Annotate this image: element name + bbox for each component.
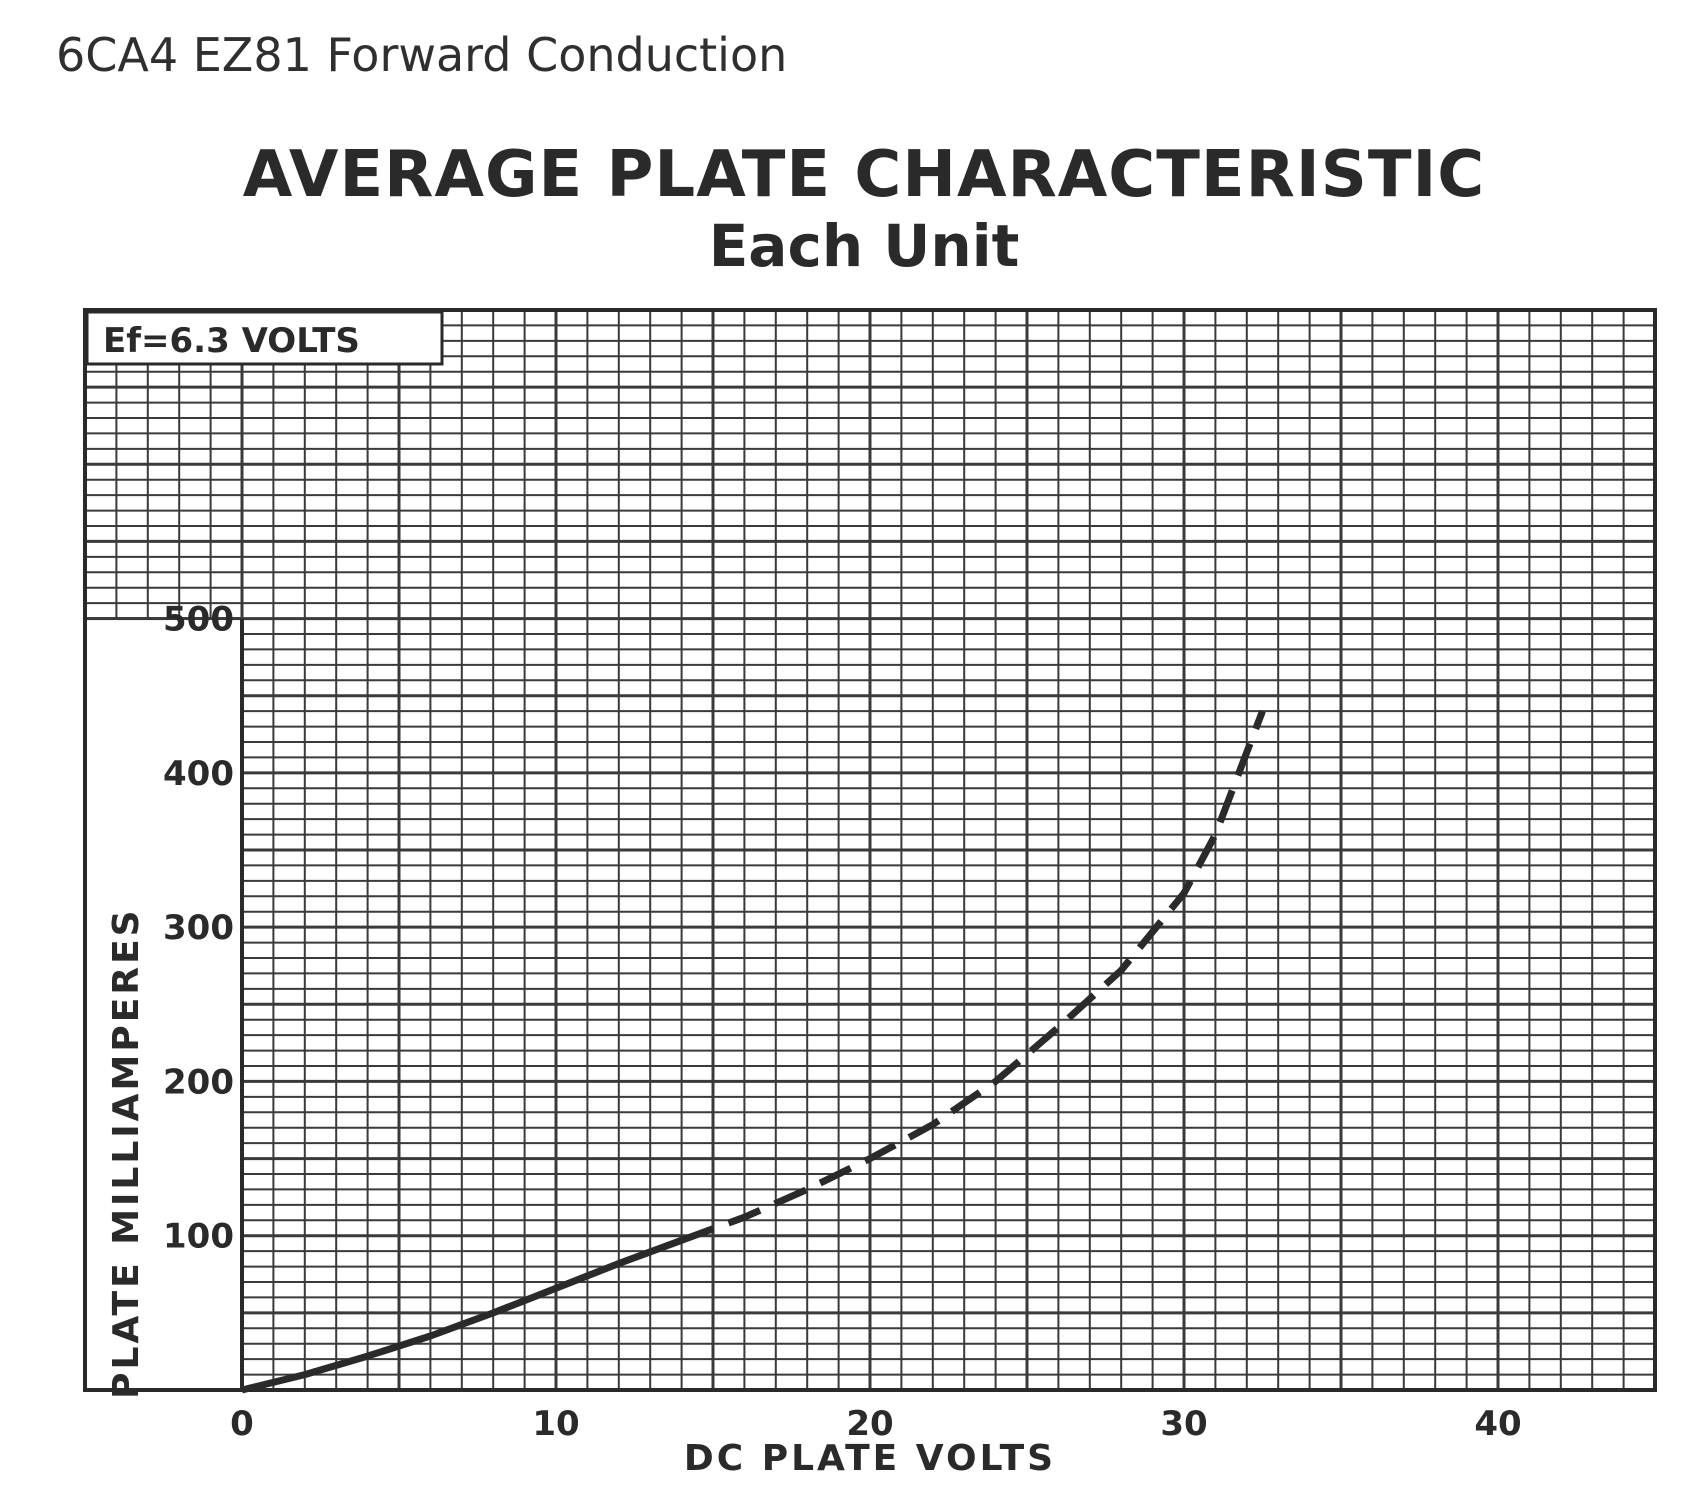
condition-label-background xyxy=(85,310,444,366)
chart-grid xyxy=(83,308,1657,1392)
condition-label: Ef=6.3 VOLTS xyxy=(103,321,360,361)
series-line-dashed xyxy=(680,709,1266,1244)
chart-title: AVERAGE PLATE CHARACTERISTIC xyxy=(242,138,1486,212)
tick-labels: 100 200 300 400 500 0 10 20 30 40 xyxy=(163,600,1522,1444)
axis-labels: PLATE MILLIAMPERES DC PLATE VOLTS xyxy=(106,907,1056,1479)
condition-label-box: Ef=6.3 VOLTS xyxy=(85,310,444,366)
y-tick-label: 400 xyxy=(163,754,234,794)
series-line-solid xyxy=(241,1237,683,1394)
chart-subtitle: Each Unit xyxy=(708,212,1020,280)
y-tick-label: 100 xyxy=(163,1217,234,1257)
x-tick-label: 20 xyxy=(846,1404,893,1444)
y-tick-label: 200 xyxy=(163,1062,234,1102)
plot-border xyxy=(83,308,1657,1392)
x-tick-label: 40 xyxy=(1474,1404,1521,1444)
y-tick-label: 300 xyxy=(163,908,234,948)
x-tick-label: 0 xyxy=(230,1404,254,1444)
chart-frame xyxy=(83,308,1657,1392)
document-caption: 6CA4 EZ81 Forward Conduction xyxy=(56,28,788,82)
series-lines xyxy=(241,709,1266,1394)
y-tick-label: 500 xyxy=(163,600,234,640)
y-axis-panel xyxy=(83,617,244,1392)
x-tick-label: 10 xyxy=(532,1404,579,1444)
y-axis-title: PLATE MILLIAMPERES xyxy=(106,907,147,1398)
x-tick-label: 30 xyxy=(1160,1404,1207,1444)
x-axis-title: DC PLATE VOLTS xyxy=(684,1438,1056,1479)
